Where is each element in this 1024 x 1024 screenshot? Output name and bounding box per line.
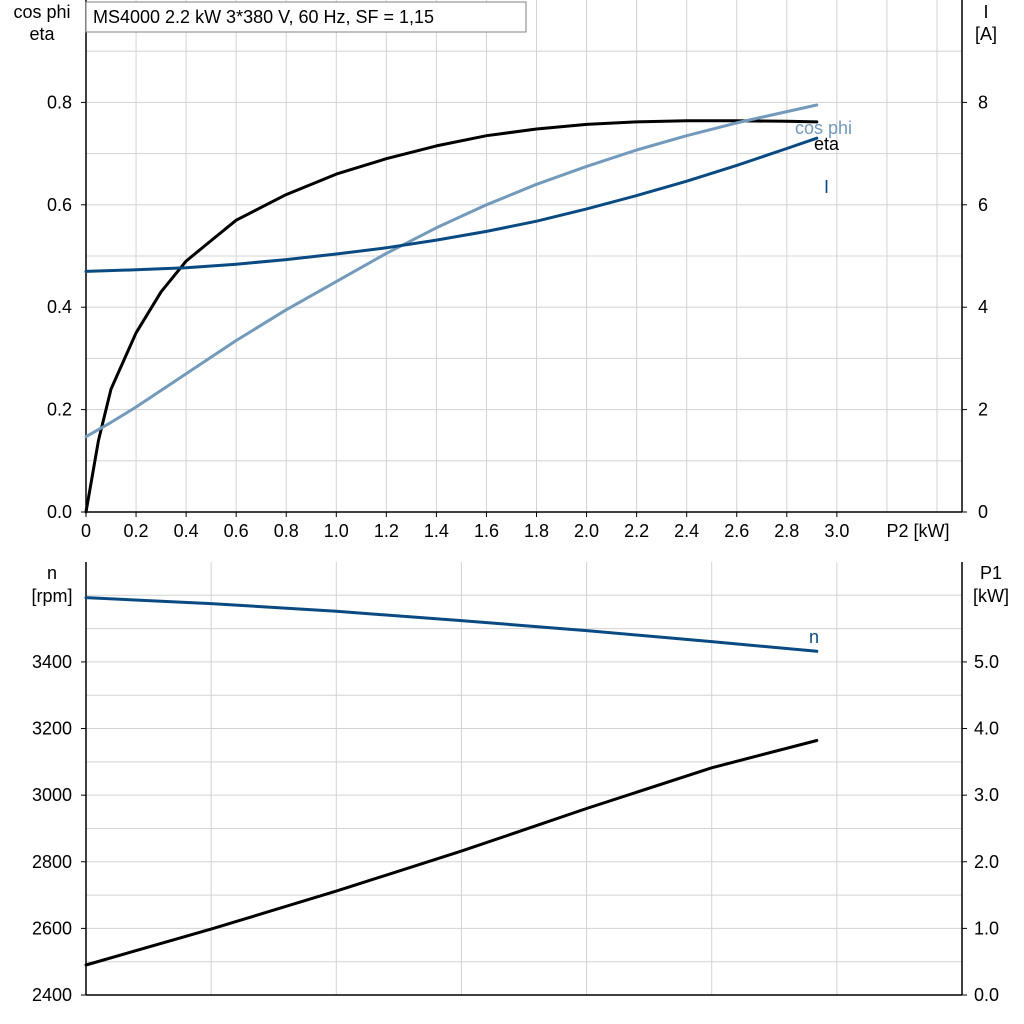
upper-right-axis-label-2: [A] bbox=[975, 24, 997, 44]
chart-title-box bbox=[85, 1, 527, 33]
current-curve bbox=[84, 136, 819, 273]
lower-right-tick-label: 3.0 bbox=[974, 785, 999, 805]
chart-title: MS4000 2.2 kW 3*380 V, 60 Hz, SF = 1,15 bbox=[93, 7, 434, 27]
x-tick-label: 0.8 bbox=[274, 521, 299, 541]
lower-left-tick-label: 3000 bbox=[32, 785, 72, 805]
lower-panel: 2400 2600 2800 3000 3200 3400 0.0 1.0 2.0 3.0 4.0 5… bbox=[31, 562, 1009, 1005]
x-tick-label: 0 bbox=[81, 521, 91, 541]
lower-left-axis-label-1: n bbox=[47, 563, 57, 583]
eta-series-label: eta bbox=[814, 134, 840, 154]
upper-right-tick-label: 4 bbox=[978, 297, 988, 317]
x-tick-label: 1.2 bbox=[374, 521, 399, 541]
x-tick-label: 0.2 bbox=[124, 521, 149, 541]
upper-axes bbox=[85, 0, 963, 513]
lower-right-axis-label-1: P1 bbox=[980, 563, 1002, 583]
lower-curves bbox=[84, 596, 819, 967]
current-series-label: I bbox=[824, 177, 829, 197]
lower-right-tick-label: 4.0 bbox=[974, 719, 999, 739]
upper-right-tick-label: 8 bbox=[978, 92, 988, 112]
upper-left-axis-label-1: cos phi bbox=[13, 2, 70, 22]
p1-curve bbox=[84, 739, 819, 967]
upper-right-tick-label: 2 bbox=[978, 400, 988, 420]
upper-left-tick-label: 0.0 bbox=[47, 502, 72, 522]
upper-right-tick-label: 6 bbox=[978, 195, 988, 215]
x-tick-label: 2.4 bbox=[674, 521, 699, 541]
x-tick-label: 0.4 bbox=[174, 521, 199, 541]
cos-phi-curve bbox=[84, 103, 819, 439]
lower-right-tick-label: 0.0 bbox=[974, 985, 999, 1005]
speed-series-label: n bbox=[809, 627, 819, 647]
lower-left-tick-label: 2400 bbox=[32, 985, 72, 1005]
lower-right-tick-label: 5.0 bbox=[974, 652, 999, 672]
upper-left-tick-label: 0.6 bbox=[47, 195, 72, 215]
upper-right-axis-label-1: I bbox=[983, 2, 988, 22]
x-tick-label: 2.6 bbox=[724, 521, 749, 541]
speed-curve bbox=[84, 596, 819, 653]
upper-left-axis-label-2: eta bbox=[29, 24, 55, 44]
lower-left-tick-label: 3400 bbox=[32, 652, 72, 672]
x-tick-label: 1.0 bbox=[324, 521, 349, 541]
upper-panel: 0 0.2 0.4 0.6 0.8 1.0 1.2 1.4 1.6 1.8 2.0 2.2 2.4 2.6… bbox=[13, 0, 997, 541]
upper-left-tick-label: 0.2 bbox=[47, 400, 72, 420]
lower-right-tick-label: 2.0 bbox=[974, 852, 999, 872]
upper-curves bbox=[84, 103, 819, 514]
x-axis-label: P2 [kW] bbox=[886, 521, 949, 541]
eta-curve bbox=[84, 119, 819, 514]
lower-tick-labels: 2400 2600 2800 3000 3200 3400 0.0 1.0 2.0 3.0 4.0 5… bbox=[32, 652, 999, 1005]
x-tick-label: 0.6 bbox=[224, 521, 249, 541]
lower-right-axis-label-2: [kW] bbox=[973, 586, 1009, 606]
x-tick-label: 1.4 bbox=[424, 521, 449, 541]
cos-phi-series-label: cos phi bbox=[795, 118, 852, 138]
lower-left-tick-label: 2800 bbox=[32, 852, 72, 872]
upper-grid bbox=[86, 0, 962, 512]
lower-left-axis-label-2: [rpm] bbox=[31, 586, 72, 606]
lower-left-tick-label: 2600 bbox=[32, 918, 72, 938]
x-tick-label: 2.0 bbox=[574, 521, 599, 541]
lower-right-tick-label: 1.0 bbox=[974, 918, 999, 938]
upper-left-tick-label: 0.4 bbox=[47, 297, 72, 317]
x-tick-label: 2.8 bbox=[774, 521, 799, 541]
lower-axes bbox=[85, 562, 963, 996]
lower-left-tick-label: 3200 bbox=[32, 719, 72, 739]
upper-tick-labels: 0 0.2 0.4 0.6 0.8 1.0 1.2 1.4 1.6 1.8 2.0 2.2 2.4 2.6… bbox=[47, 92, 988, 541]
x-tick-label: 2.2 bbox=[624, 521, 649, 541]
x-tick-label: 1.8 bbox=[524, 521, 549, 541]
x-tick-label: 3.0 bbox=[824, 521, 849, 541]
upper-right-tick-label: 0 bbox=[978, 502, 988, 522]
upper-left-tick-label: 0.8 bbox=[47, 92, 72, 112]
x-tick-label: 1.6 bbox=[474, 521, 499, 541]
